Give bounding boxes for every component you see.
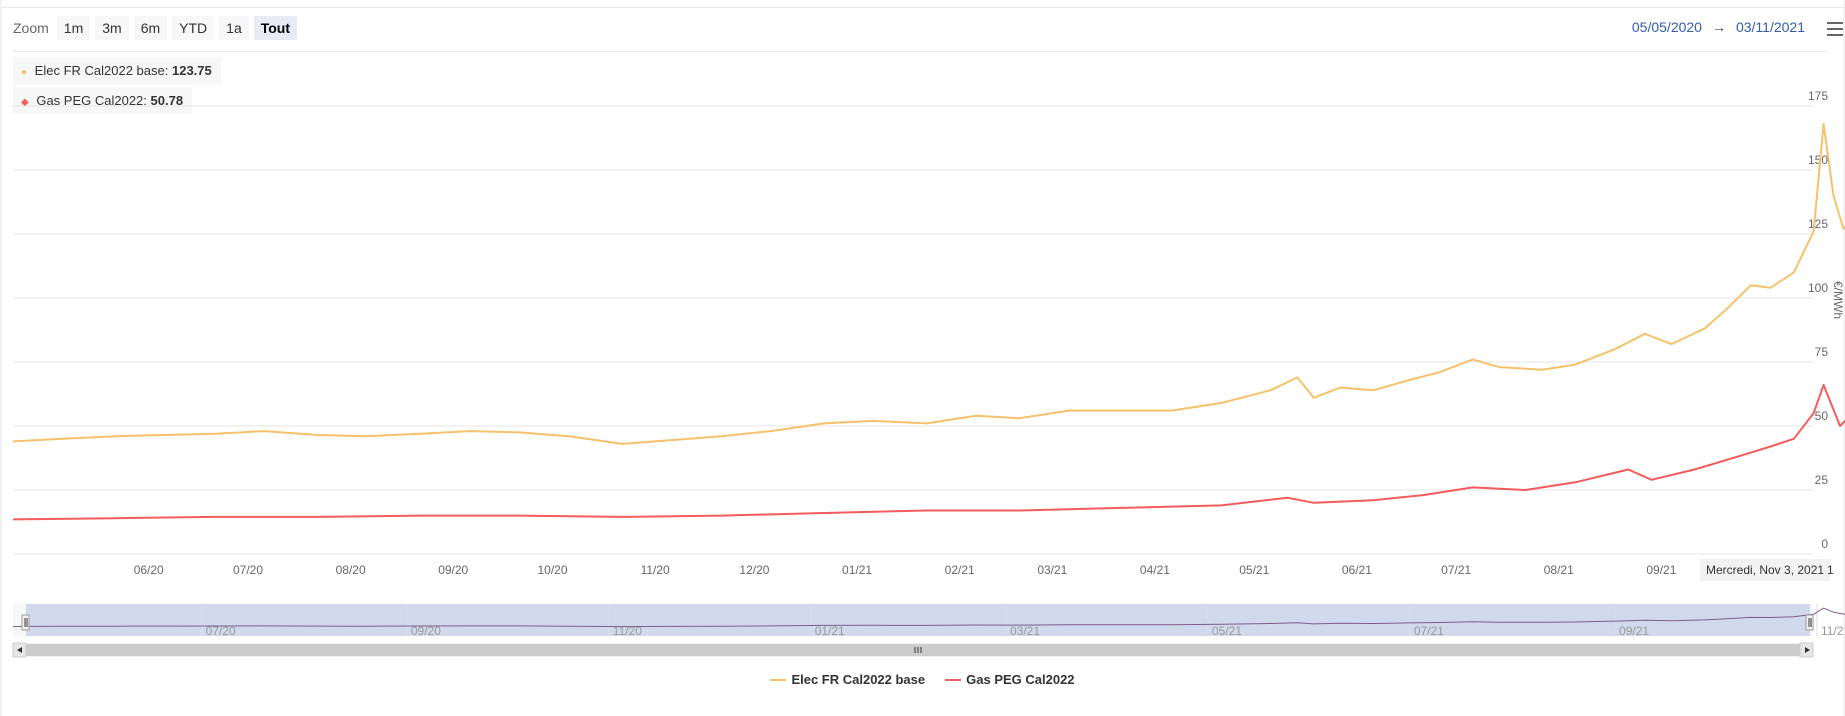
x-tick-label: 10/20 (538, 563, 568, 577)
grid-lines (13, 105, 1813, 555)
y-tick-label: 125 (1808, 217, 1828, 231)
navigator-tick-label: 09/20 (411, 624, 441, 638)
frame-left-border (0, 0, 2, 716)
range-arrow: → (1711, 19, 1726, 35)
tooltip-elec-name: Elec FR Cal2022 base (34, 63, 165, 78)
navigator-tick-label: 11/20 (613, 624, 642, 638)
tooltip-gas: ◆ Gas PEG Cal2022: 50.78 (13, 87, 193, 114)
x-tick-label: 09/20 (438, 563, 468, 577)
frame-right-border (1843, 0, 1845, 716)
tooltip-elec: ● Elec FR Cal2022 base: 123.75 (13, 57, 221, 84)
navigator-series-line (12, 607, 1845, 628)
y-tick-label: 150 (1808, 153, 1828, 167)
x-tick-label: 07/21 (1441, 563, 1471, 577)
scroll-left-arrow-icon (17, 647, 22, 653)
x-tick-label: 03/21 (1037, 563, 1067, 577)
y-tick-label: 0 (1821, 537, 1828, 551)
series-lines (12, 122, 1845, 521)
tooltip-gas-name: Gas PEG Cal2022 (36, 93, 144, 108)
navigator-tick-label: 11/21 (1821, 624, 1845, 638)
frame-top-border (0, 0, 1845, 8)
range-to-input[interactable]: 03/11/2021 (1735, 19, 1805, 35)
hover-date-label: Mercredi, Nov 3, 2021 (1700, 559, 1831, 581)
zoom-button-6m[interactable]: 6m (133, 16, 168, 40)
navigator-tick-label: 05/21 (1212, 624, 1242, 638)
navigator-tick-label: 07/21 (1414, 624, 1444, 638)
date-range: 05/05/2020 → 03/11/2021 (1632, 19, 1805, 35)
toolbar-divider (13, 51, 1826, 52)
zoom-button-1a[interactable]: 1a (219, 16, 249, 40)
x-tick-label: 02/21 (945, 563, 975, 577)
zoom-button-1m[interactable]: 1m (56, 16, 91, 40)
zoom-label: Zoom (13, 20, 49, 36)
y-axis-ticks: 0 25 50 75 100 125 150 175 (1808, 89, 1828, 551)
navigator: 07/20 09/20 11/20 01/21 03/21 05/21 07/21 09/21… (12, 604, 1845, 658)
zoom-bar: Zoom 1m 3m 6m YTD 1a Tout (13, 16, 298, 40)
x-tick-label: 04/21 (1140, 563, 1170, 577)
legend-label: Gas PEG Cal2022 (966, 672, 1075, 687)
scroll-right-arrow-icon (1805, 647, 1810, 653)
y-tick-label: 25 (1815, 473, 1829, 487)
hover-extra-label: 1 (1827, 563, 1834, 577)
legend-label: Elec FR Cal2022 base (791, 672, 926, 687)
legend-line-icon (945, 678, 962, 681)
navigator-mask[interactable] (26, 604, 1810, 636)
navigator-tick-label: 07/20 (206, 624, 236, 638)
x-tick-label: 07/20 (233, 563, 263, 577)
tooltip-elec-value: 123.75 (171, 63, 212, 78)
series-line[interactable] (12, 122, 1845, 445)
x-tick-label: 09/21 (1646, 563, 1676, 577)
tooltip-gas-value: 50.78 (150, 93, 184, 108)
legend-item-elec[interactable]: Elec FR Cal2022 base (770, 672, 925, 687)
x-tick-label: 12/20 (739, 563, 769, 577)
elec-dot-icon: ● (21, 67, 28, 78)
zoom-button-tout[interactable]: Tout (253, 16, 298, 40)
legend-line-icon (770, 678, 787, 681)
legend-item-gas[interactable]: Gas PEG Cal2022 (945, 672, 1075, 687)
x-tick-label: 06/20 (134, 563, 164, 577)
x-tick-label: 08/21 (1544, 563, 1574, 577)
zoom-button-ytd[interactable]: YTD (172, 16, 215, 40)
y-tick-label: 175 (1808, 89, 1828, 103)
range-from-input[interactable]: 05/05/2020 (1631, 19, 1702, 35)
gas-dot-icon: ◆ (21, 97, 29, 108)
navigator-tick-label: 09/21 (1619, 624, 1649, 638)
hamburger-menu-icon[interactable] (1827, 22, 1843, 36)
zoom-button-3m[interactable]: 3m (95, 16, 129, 40)
x-tick-label: 05/21 (1239, 563, 1269, 577)
navigator-tick-label: 03/21 (1010, 624, 1040, 638)
y-axis-label: €/MWh (1831, 281, 1845, 319)
x-tick-label: 08/20 (336, 563, 366, 577)
x-tick-label: 01/21 (842, 563, 872, 577)
legend: Elec FR Cal2022 base Gas PEG Cal2022 (0, 672, 1845, 687)
x-tick-label: 11/20 (641, 563, 670, 577)
series-line[interactable] (12, 384, 1845, 521)
y-tick-label: 75 (1815, 345, 1829, 359)
x-axis-ticks: 06/20 07/20 08/20 09/20 10/20 11/20 12/20 01/21… (134, 563, 1677, 577)
y-tick-label: 100 (1808, 281, 1828, 295)
navigator-tick-label: 01/21 (815, 624, 845, 638)
x-tick-label: 06/21 (1342, 563, 1372, 577)
y-tick-label: 50 (1815, 409, 1829, 423)
